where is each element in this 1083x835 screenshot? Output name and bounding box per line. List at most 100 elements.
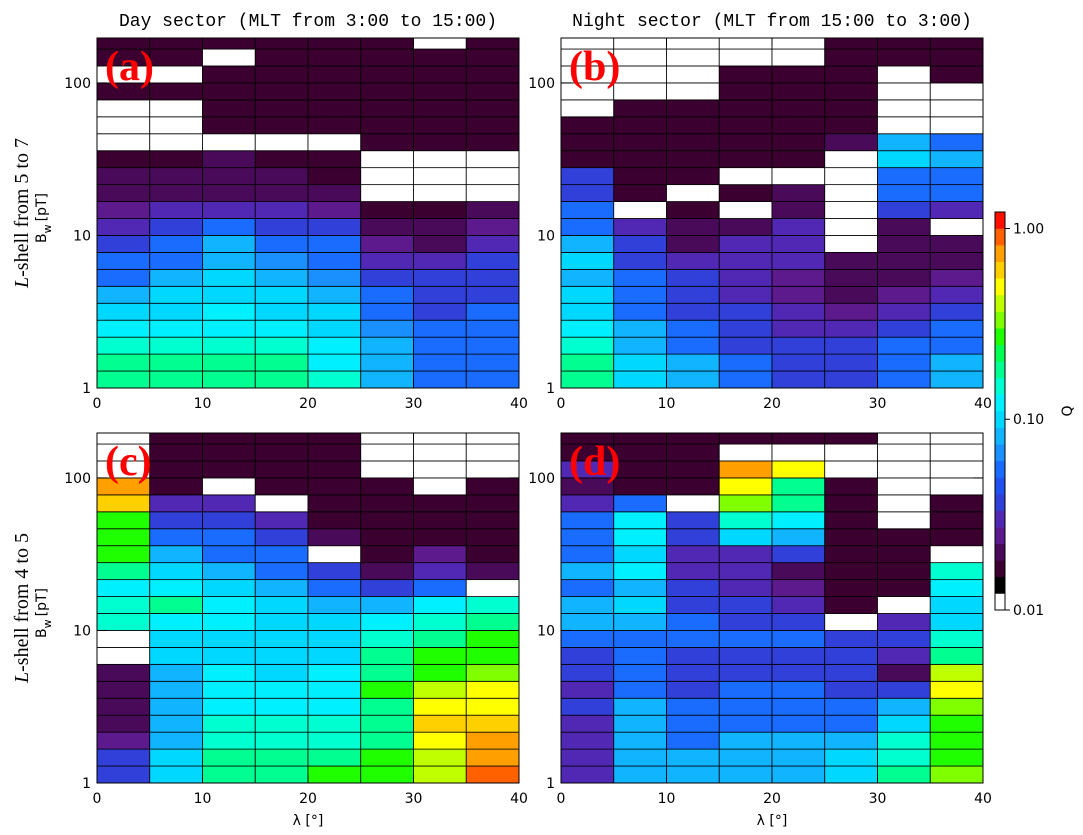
cell (561, 630, 615, 648)
cell (613, 528, 667, 547)
cell (202, 562, 256, 581)
cell (97, 596, 151, 614)
cell (413, 647, 467, 665)
cell (307, 477, 362, 496)
cell (929, 235, 983, 253)
row-label-l: L (11, 672, 33, 684)
cell (666, 319, 720, 338)
colorbar-segment (995, 377, 1005, 395)
cell (254, 433, 309, 445)
cell (613, 460, 667, 479)
cell (465, 663, 519, 682)
cell (771, 235, 826, 253)
x-tick-label: 10 (194, 791, 212, 807)
cell (307, 680, 362, 699)
cell (202, 511, 256, 530)
cell (307, 82, 362, 101)
cell (613, 38, 667, 50)
cell (360, 613, 414, 631)
panel-label: (b) (569, 44, 620, 90)
cell (771, 133, 826, 152)
cell (929, 319, 983, 338)
cell (360, 167, 414, 186)
x-tick-label: 10 (658, 396, 676, 412)
cell (718, 116, 773, 135)
cell (202, 647, 256, 665)
cell (254, 731, 309, 750)
cell (929, 150, 983, 169)
cell (97, 562, 151, 581)
cell (877, 235, 931, 253)
cell (149, 268, 203, 287)
cell (413, 545, 467, 564)
cell (824, 511, 878, 530)
cell (771, 443, 826, 462)
cell (824, 613, 878, 631)
cell (202, 167, 256, 186)
cell (929, 252, 983, 270)
cell (877, 477, 931, 496)
colorbar-segment (995, 560, 1005, 578)
cell (465, 562, 519, 581)
colorbar-frame (994, 211, 1006, 611)
cell (149, 765, 203, 783)
cell (824, 353, 878, 372)
cell (360, 319, 414, 338)
cell (613, 511, 667, 530)
x-tick-label: 30 (405, 791, 423, 807)
cell (929, 613, 983, 631)
cell (824, 731, 878, 750)
cell (929, 184, 983, 202)
cell (307, 613, 362, 631)
cell (718, 285, 773, 304)
cell (149, 82, 203, 101)
cell (254, 443, 309, 462)
cell (929, 133, 983, 152)
y-tick-label: 1 (546, 776, 555, 792)
cell (360, 494, 414, 513)
cell (307, 235, 362, 253)
cell (465, 150, 519, 169)
cell (877, 433, 931, 445)
cell (561, 218, 615, 236)
cell (97, 370, 151, 388)
cell (202, 99, 256, 118)
cell (613, 494, 667, 513)
cell (666, 302, 720, 321)
cell (149, 302, 203, 321)
cell (465, 714, 519, 733)
colorbar-segment (995, 543, 1005, 561)
cell (613, 353, 667, 372)
cell (613, 765, 667, 783)
cell (307, 630, 362, 648)
cell (666, 494, 720, 513)
cell (666, 613, 720, 631)
cell (771, 48, 826, 67)
cell (360, 647, 414, 665)
cell (465, 336, 519, 355)
cell (413, 433, 467, 445)
cell (413, 319, 467, 338)
cell (413, 765, 467, 783)
cell (465, 765, 519, 783)
cell (360, 285, 414, 304)
cell (465, 613, 519, 631)
cell (718, 528, 773, 547)
cell (666, 511, 720, 530)
cell (877, 302, 931, 321)
cell (666, 252, 720, 270)
cell (613, 562, 667, 581)
cell (254, 99, 309, 118)
cell (718, 579, 773, 597)
cell (360, 511, 414, 530)
cell (254, 511, 309, 530)
cell (307, 150, 362, 169)
cell (877, 579, 931, 597)
cell (771, 579, 826, 597)
heatmap-cells (97, 433, 519, 783)
cell (413, 460, 467, 479)
x-tick-label: 40 (974, 396, 992, 412)
cell (613, 370, 667, 388)
cell (254, 336, 309, 355)
cell (929, 511, 983, 530)
